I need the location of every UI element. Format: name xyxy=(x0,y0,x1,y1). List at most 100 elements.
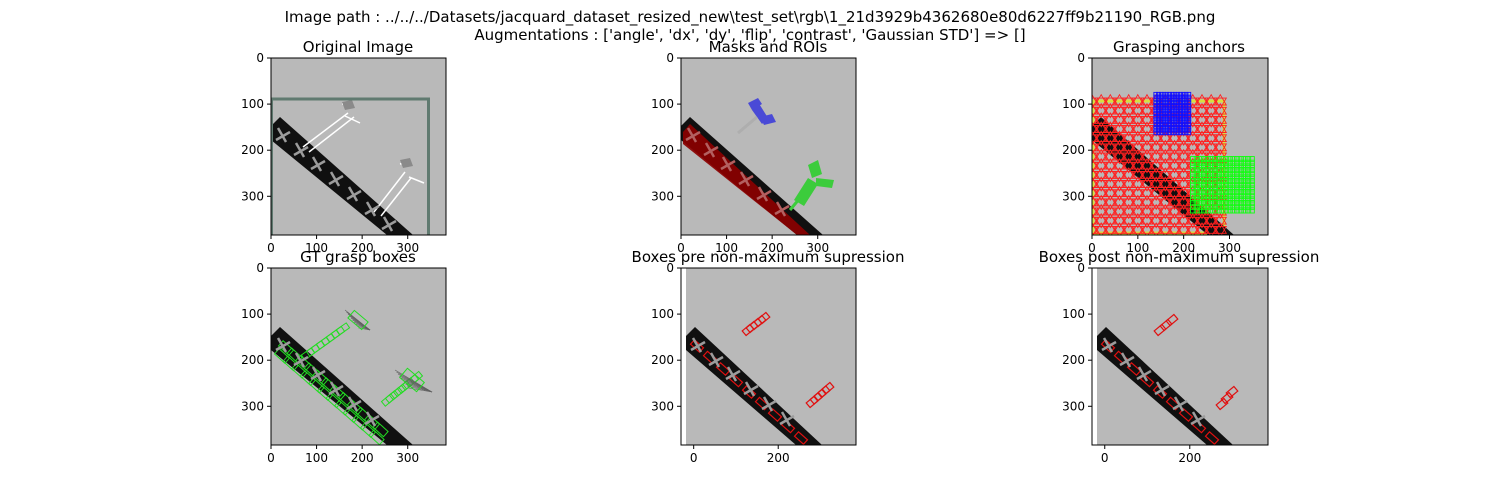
x-tick-label: 100 xyxy=(305,451,328,465)
anchor-box xyxy=(1213,102,1228,115)
anchor-box xyxy=(1156,105,1161,111)
anchor-box xyxy=(1248,207,1255,214)
anchor-box xyxy=(1140,225,1154,235)
anchor-box xyxy=(1197,200,1204,207)
anchor-box xyxy=(1230,170,1237,177)
anchor-box xyxy=(1195,130,1209,143)
anchor-box xyxy=(1176,198,1191,211)
anchor-box xyxy=(1186,212,1200,225)
anchor-box xyxy=(1112,148,1127,161)
anchor-box xyxy=(1180,119,1186,125)
x-tick-label: 200 xyxy=(351,241,374,255)
y-tick-label: 300 xyxy=(241,399,264,413)
anchor-box xyxy=(1161,105,1167,111)
anchor-box xyxy=(1164,100,1170,105)
anchor-box xyxy=(1103,185,1118,198)
anchor-box xyxy=(1121,170,1136,183)
axis-ticks: 0 100 200 300 0 100 200 300 0 100 200 300 0 100 200 300… xyxy=(241,51,1241,465)
anchor-box xyxy=(1204,167,1211,174)
anchor-box xyxy=(1223,167,1230,174)
anchor-box xyxy=(1245,181,1252,188)
anchor-box xyxy=(1175,116,1181,122)
anchor-box xyxy=(1204,222,1218,234)
anchor-box xyxy=(1190,156,1197,163)
anchor-box xyxy=(1158,170,1173,183)
anchor-box xyxy=(1094,170,1108,183)
anchor-box xyxy=(1195,102,1209,115)
anchor-box xyxy=(1172,91,1178,97)
anchor-box xyxy=(1121,93,1136,106)
anchor-box xyxy=(1092,185,1099,198)
anchor-box xyxy=(1094,176,1108,188)
anchor-box xyxy=(1178,108,1183,114)
anchor-box xyxy=(1167,170,1182,183)
axes-frame-p6 xyxy=(1091,267,1269,446)
anchor-box xyxy=(1213,216,1228,229)
anchor-box xyxy=(1219,170,1226,177)
anchor-box xyxy=(1190,163,1197,170)
anchor-box xyxy=(1186,222,1200,234)
anchor-box xyxy=(1186,94,1192,100)
anchor-box xyxy=(1204,125,1218,137)
anchor-box xyxy=(1237,207,1244,214)
anchor-box xyxy=(1094,161,1108,174)
pred-box xyxy=(793,430,809,445)
anchor-box xyxy=(1197,185,1204,192)
y-tick-label: 200 xyxy=(241,353,264,367)
anchor-box xyxy=(1131,203,1145,216)
anchor-box xyxy=(1172,116,1178,122)
anchor-box xyxy=(1131,222,1145,234)
anchor-box xyxy=(1164,116,1170,122)
anchor-box xyxy=(1161,102,1167,108)
anchor-box xyxy=(1172,113,1178,119)
x-tick-label: 200 xyxy=(761,241,784,255)
anchor-box xyxy=(1178,119,1183,125)
panel-post-nms xyxy=(1092,268,1268,445)
anchor-box xyxy=(1164,130,1170,136)
anchor-box xyxy=(1167,102,1172,108)
anchor-box xyxy=(1241,196,1248,203)
anchor-box xyxy=(1158,94,1164,100)
anchor-box xyxy=(1248,196,1255,203)
anchor-box xyxy=(1204,174,1211,181)
anchor-box xyxy=(1212,196,1219,203)
anchor-box xyxy=(1190,196,1197,203)
anchor-box xyxy=(1164,113,1170,119)
anchor-box xyxy=(1169,122,1175,127)
anchor-box xyxy=(1161,127,1167,133)
anchor-box xyxy=(1190,170,1197,177)
anchor-box xyxy=(1092,225,1099,235)
anchor-box xyxy=(1208,170,1215,177)
anchor-box xyxy=(1193,167,1200,174)
anchor-box xyxy=(1156,94,1161,100)
anchor-box xyxy=(1112,216,1127,229)
anchor-box xyxy=(1164,119,1170,125)
anchor-box xyxy=(1176,189,1191,201)
anchor-box xyxy=(1158,148,1173,161)
anchor-box xyxy=(1248,185,1255,192)
anchor-box xyxy=(1158,102,1164,108)
anchor-box xyxy=(1223,189,1230,196)
anchor-box xyxy=(1197,189,1204,196)
anchor-box xyxy=(1245,174,1252,181)
panel-title-anchors: Grasping anchors xyxy=(1113,38,1245,56)
anchor-box xyxy=(1121,198,1136,211)
anchor-box xyxy=(1204,192,1211,199)
anchor-box xyxy=(1226,196,1233,203)
anchor-box xyxy=(1226,170,1233,177)
anchor-box xyxy=(1195,139,1209,152)
y-tick-label: 100 xyxy=(651,97,674,111)
anchor-box xyxy=(1092,97,1099,110)
anchor-box xyxy=(1195,93,1209,106)
anchor-box xyxy=(1230,192,1237,199)
anchor-box xyxy=(1167,119,1172,125)
anchor-box xyxy=(1241,163,1248,170)
anchor-box xyxy=(1204,93,1218,106)
anchor-box xyxy=(1140,198,1154,211)
y-tick-label: 0 xyxy=(666,51,674,65)
anchor-box xyxy=(1167,176,1182,188)
anchor-box xyxy=(1219,203,1226,210)
anchor-box xyxy=(1121,167,1136,179)
anchor-box xyxy=(1193,207,1200,214)
anchor-box xyxy=(1094,97,1108,110)
